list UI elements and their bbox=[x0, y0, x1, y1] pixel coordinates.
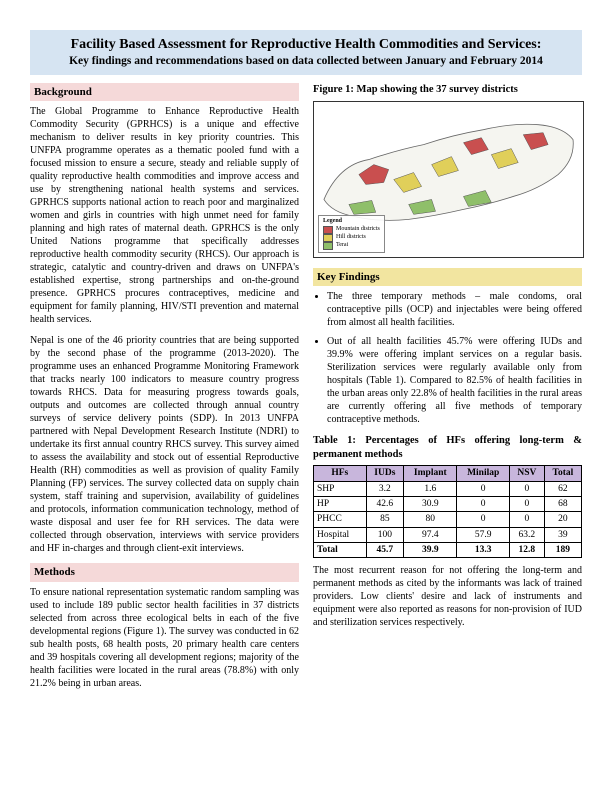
left-column: Background The Global Programme to Enhan… bbox=[30, 83, 299, 698]
cell: 3.2 bbox=[366, 481, 404, 496]
cell: 0 bbox=[457, 497, 510, 512]
cell: 0 bbox=[509, 512, 544, 527]
cell: 189 bbox=[544, 543, 581, 558]
legend-title: Legend bbox=[323, 218, 380, 226]
col-hdr: NSV bbox=[509, 466, 544, 481]
cell: 39.9 bbox=[404, 543, 457, 558]
legend-label: Terai bbox=[336, 242, 348, 250]
legend-item: Mountain districts bbox=[323, 226, 380, 234]
col-hdr: IUDs bbox=[366, 466, 404, 481]
legend-swatch-mountain bbox=[323, 226, 333, 234]
cell: 97.4 bbox=[404, 527, 457, 542]
table-row: Hospital 100 97.4 57.9 63.2 39 bbox=[314, 527, 582, 542]
table-1: HFs IUDs Implant Minilap NSV Total SHP 3… bbox=[313, 465, 582, 558]
right-column: Figure 1: Map showing the 37 survey dist… bbox=[313, 83, 582, 698]
cell: 30.9 bbox=[404, 497, 457, 512]
cell: SHP bbox=[314, 481, 367, 496]
cell: 100 bbox=[366, 527, 404, 542]
methods-header: Methods bbox=[30, 563, 299, 581]
legend-label: Mountain districts bbox=[336, 226, 380, 234]
cell: 0 bbox=[457, 481, 510, 496]
table-row: PHCC 85 80 0 0 20 bbox=[314, 512, 582, 527]
cell: 0 bbox=[509, 481, 544, 496]
cell: Hospital bbox=[314, 527, 367, 542]
background-para-1: The Global Programme to Enhance Reproduc… bbox=[30, 105, 299, 326]
cell: 0 bbox=[509, 497, 544, 512]
background-para-2: Nepal is one of the 46 priority countrie… bbox=[30, 334, 299, 555]
key-findings-header: Key Findings bbox=[313, 268, 582, 286]
cell: 0 bbox=[457, 512, 510, 527]
finding-item: Out of all health facilities 45.7% were … bbox=[327, 335, 582, 426]
cell: 63.2 bbox=[509, 527, 544, 542]
subtitle: Key findings and recommendations based o… bbox=[40, 54, 572, 69]
cell: 42.6 bbox=[366, 497, 404, 512]
legend-item: Hill districts bbox=[323, 234, 380, 242]
figure-1-caption: Figure 1: Map showing the 37 survey dist… bbox=[313, 83, 582, 97]
map-figure: Legend Mountain districts Hill districts… bbox=[313, 101, 584, 258]
key-findings-list: The three temporary methods – male condo… bbox=[313, 290, 582, 426]
table-row: SHP 3.2 1.6 0 0 62 bbox=[314, 481, 582, 496]
cell: 39 bbox=[544, 527, 581, 542]
legend-label: Hill districts bbox=[336, 234, 366, 242]
cell: 62 bbox=[544, 481, 581, 496]
methods-para-1: To ensure national representation system… bbox=[30, 586, 299, 690]
table-header-row: HFs IUDs Implant Minilap NSV Total bbox=[314, 466, 582, 481]
table-row: HP 42.6 30.9 0 0 68 bbox=[314, 497, 582, 512]
main-title: Facility Based Assessment for Reproducti… bbox=[40, 36, 572, 54]
title-block: Facility Based Assessment for Reproducti… bbox=[30, 30, 582, 75]
cell: Total bbox=[314, 543, 367, 558]
col-hdr: Implant bbox=[404, 466, 457, 481]
background-header: Background bbox=[30, 83, 299, 101]
closing-para: The most recurrent reason for not offeri… bbox=[313, 564, 582, 629]
cell: 80 bbox=[404, 512, 457, 527]
table-1-caption: Table 1: Percentages of HFs offering lon… bbox=[313, 434, 582, 461]
cell: HP bbox=[314, 497, 367, 512]
cell: 20 bbox=[544, 512, 581, 527]
cell: PHCC bbox=[314, 512, 367, 527]
cell: 1.6 bbox=[404, 481, 457, 496]
legend-swatch-terai bbox=[323, 242, 333, 250]
cell: 13.3 bbox=[457, 543, 510, 558]
legend-item: Terai bbox=[323, 242, 380, 250]
cell: 57.9 bbox=[457, 527, 510, 542]
col-hdr: HFs bbox=[314, 466, 367, 481]
cell: 12.8 bbox=[509, 543, 544, 558]
finding-item: The three temporary methods – male condo… bbox=[327, 290, 582, 329]
col-hdr: Minilap bbox=[457, 466, 510, 481]
cell: 68 bbox=[544, 497, 581, 512]
map-legend: Legend Mountain districts Hill districts… bbox=[318, 215, 385, 253]
cell: 45.7 bbox=[366, 543, 404, 558]
cell: 85 bbox=[366, 512, 404, 527]
table-total-row: Total 45.7 39.9 13.3 12.8 189 bbox=[314, 543, 582, 558]
legend-swatch-hill bbox=[323, 234, 333, 242]
col-hdr: Total bbox=[544, 466, 581, 481]
